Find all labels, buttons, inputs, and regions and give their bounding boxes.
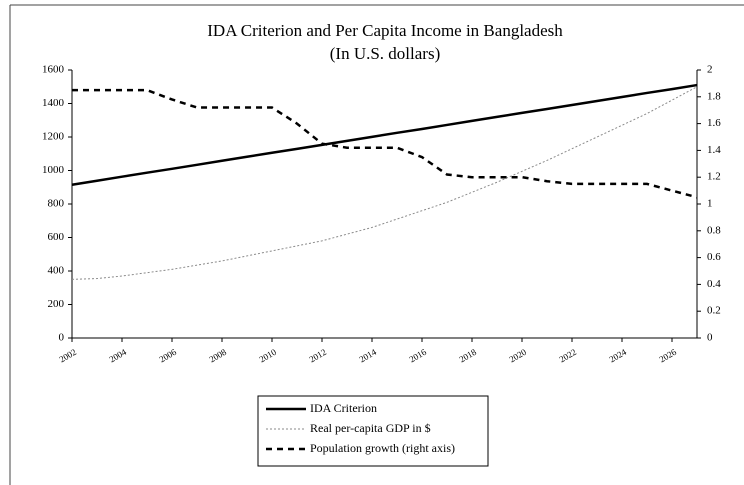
- y2-tick-label: 2: [707, 64, 713, 76]
- chart-title: IDA Criterion and Per Capita Income in B…: [207, 21, 563, 40]
- y-tick-label: 1000: [42, 164, 65, 176]
- y2-tick-label: 0.8: [707, 224, 721, 236]
- chart-subtitle: (In U.S. dollars): [330, 44, 440, 63]
- y2-tick-label: 1.4: [707, 144, 721, 156]
- y-tick-label: 400: [48, 265, 65, 277]
- series-line: [72, 88, 698, 199]
- legend-box: [257, 395, 489, 467]
- y-tick-label: 800: [48, 198, 65, 210]
- y2-tick-label: 0.2: [707, 305, 721, 317]
- y-tick-label: 1600: [42, 64, 65, 76]
- legend-label: Population growth (right axis): [310, 441, 455, 455]
- y2-tick-label: 0.4: [707, 278, 721, 290]
- series-line: [71, 83, 698, 186]
- y2-tick-label: 1: [707, 198, 713, 210]
- legend-label: Real per-capita GDP in $: [310, 421, 431, 435]
- legend-label: IDA Criterion: [310, 401, 377, 415]
- y-tick-label: 600: [48, 231, 65, 243]
- y-tick-label: 200: [48, 298, 65, 310]
- y2-tick-label: 1.8: [707, 90, 721, 102]
- y-tick-label: 0: [59, 332, 65, 344]
- y2-tick-label: 0.6: [707, 251, 721, 263]
- y2-tick-label: 1.2: [707, 171, 721, 183]
- series-line: [71, 86, 698, 280]
- y-tick-label: 1200: [42, 131, 65, 143]
- y-tick-label: 1400: [42, 97, 65, 109]
- y2-tick-label: 0: [707, 332, 713, 344]
- y2-tick-label: 1.6: [707, 117, 721, 129]
